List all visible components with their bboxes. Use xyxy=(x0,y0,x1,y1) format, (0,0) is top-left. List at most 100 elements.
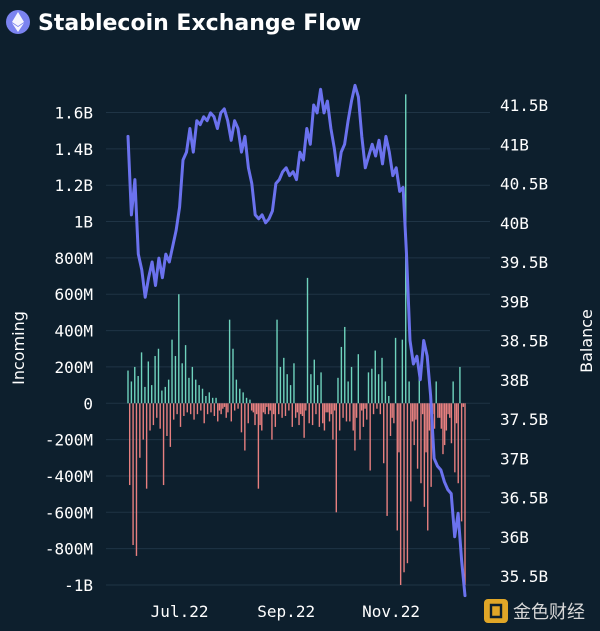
outflow-bar xyxy=(294,403,297,418)
outflow-bar xyxy=(325,403,327,413)
outflow-bar xyxy=(240,403,243,433)
inflow-bar xyxy=(201,388,204,404)
outflow-bar xyxy=(421,403,424,415)
inflow-bar xyxy=(371,368,373,404)
outflow-bar xyxy=(386,403,388,516)
inflow-bar xyxy=(276,319,278,404)
outflow-bar xyxy=(440,403,442,429)
outflow-bar xyxy=(333,403,336,411)
balance-line xyxy=(126,83,467,598)
outflow-bar xyxy=(159,403,161,429)
inflow-bar xyxy=(384,381,387,404)
jinse-logo-mark xyxy=(489,603,503,619)
outflow-bar xyxy=(330,403,332,415)
outflow-bar xyxy=(200,403,202,411)
inflow-bar xyxy=(310,374,312,404)
inflow-bar xyxy=(191,366,194,404)
outflow-bar xyxy=(298,403,300,426)
inflow-bar xyxy=(147,361,150,404)
gridlines xyxy=(106,112,490,586)
inflow-bar xyxy=(340,346,343,404)
jinse-logo-icon xyxy=(484,599,508,623)
outflow-bar xyxy=(264,403,266,415)
outflow-bar xyxy=(196,403,199,415)
right-axis-label: Balance xyxy=(577,309,596,373)
outflow-bar xyxy=(354,403,356,451)
inflow-bar xyxy=(374,350,376,404)
outflow-bar xyxy=(156,403,158,418)
outflow-bar xyxy=(355,403,358,418)
outflow-bar xyxy=(186,403,188,413)
outflow-bar xyxy=(364,403,366,409)
outflow-bar xyxy=(128,403,131,486)
left-tick-label: 1B xyxy=(74,213,93,232)
outflow-bar xyxy=(376,403,378,409)
inflow-bar xyxy=(184,345,187,404)
outflow-bar xyxy=(396,403,398,531)
outflow-bar xyxy=(427,403,429,531)
inflow-bar xyxy=(279,366,282,404)
outflow-bar xyxy=(179,403,182,427)
outflow-bar xyxy=(410,403,412,502)
inflow-bar xyxy=(151,385,153,404)
outflow-bar xyxy=(271,403,273,440)
right-tick-label: 41.5B xyxy=(500,96,548,115)
inflow-bar xyxy=(137,376,139,404)
inflow-bar xyxy=(161,390,163,404)
watermark: 金色财经 xyxy=(484,599,585,623)
inflow-bar xyxy=(144,386,146,404)
outflow-bar xyxy=(399,403,402,585)
outflow-bar xyxy=(379,403,382,415)
outflow-bar xyxy=(300,403,302,415)
outflow-bar xyxy=(308,403,310,424)
x-tick-label: Sep.22 xyxy=(257,602,315,621)
outflow-bar xyxy=(291,403,293,427)
inflow-bar xyxy=(130,381,133,404)
left-tick-label: 800M xyxy=(54,249,93,268)
inflow-bar xyxy=(198,385,200,404)
inflow-bar xyxy=(140,352,143,404)
outflow-bar xyxy=(447,403,449,415)
right-tick-label: 36.5B xyxy=(500,489,548,508)
inflow-bar xyxy=(232,348,234,404)
inflow-bar xyxy=(195,379,197,404)
outflow-bar xyxy=(433,403,436,429)
outflow-bar xyxy=(393,403,395,424)
inflow-bar xyxy=(228,319,231,404)
left-tick-label: 1.6B xyxy=(54,104,93,123)
outflow-bar xyxy=(281,403,283,418)
inflow-bar xyxy=(242,392,244,404)
inflow-bar xyxy=(127,370,129,404)
outflow-bar xyxy=(415,403,417,420)
outflow-bar xyxy=(252,403,255,413)
x-tick-label: Nov.22 xyxy=(362,602,420,621)
outflow-bar xyxy=(244,403,246,451)
outflow-bar xyxy=(315,403,317,415)
outflow-bar xyxy=(389,403,392,436)
outflow-bar xyxy=(135,403,138,556)
left-tick-label: 200M xyxy=(54,358,93,377)
inflow-bar xyxy=(215,397,217,404)
outflow-bar xyxy=(449,403,451,418)
inflow-bar xyxy=(320,372,322,404)
outflow-bar xyxy=(269,403,271,411)
outflow-bar xyxy=(206,403,209,415)
right-tick-label: 37B xyxy=(500,449,529,468)
right-tick-label: 37.5B xyxy=(500,410,548,429)
outflow-bar xyxy=(272,403,275,415)
outflow-bar xyxy=(445,403,448,431)
inflow-bar xyxy=(306,277,309,404)
outflow-bar xyxy=(403,403,405,573)
outflow-bar xyxy=(176,403,178,415)
outflow-bar xyxy=(256,403,258,415)
outflow-bar xyxy=(267,403,270,415)
outflow-bar xyxy=(296,403,299,413)
outflow-bar xyxy=(352,403,354,431)
outflow-bar xyxy=(227,403,229,413)
left-tick-label: -800M xyxy=(45,540,93,559)
outflow-bar xyxy=(323,403,326,431)
outflow-bar xyxy=(183,403,185,416)
outflow-bar xyxy=(359,403,361,440)
left-tick-label: 1.2B xyxy=(54,176,93,195)
balance-line-group xyxy=(126,83,467,598)
